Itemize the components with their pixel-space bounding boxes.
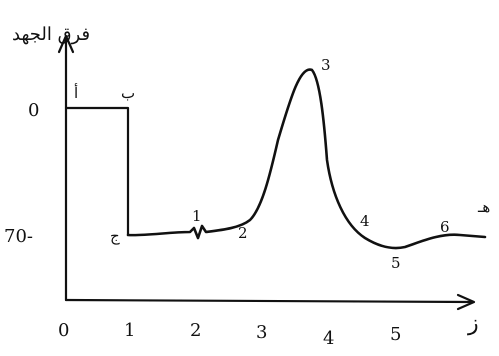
y-axis-arrow (57, 34, 75, 54)
phase-5: 5 (391, 254, 401, 272)
x-tick-3: 3 (256, 322, 267, 343)
x-tick-5: 5 (390, 324, 401, 345)
x-axis-label: ز (467, 311, 479, 336)
phase-3: 3 (321, 56, 331, 74)
phase-2: 2 (238, 224, 248, 242)
x-tick-4: 4 (323, 328, 334, 349)
y-axis-label: فرق الجهد (12, 24, 90, 45)
label-ha: هـ (477, 198, 490, 216)
y-tick-minus-70: 70- (4, 226, 33, 247)
label-alef: أ (74, 83, 78, 102)
x-tick-2: 2 (190, 320, 201, 341)
label-ba: ب (121, 84, 135, 102)
y-tick-0: 0 (28, 100, 39, 121)
phase-6: 6 (440, 218, 450, 236)
x-axis-arrow (456, 293, 476, 311)
phase-4: 4 (360, 212, 370, 230)
x-tick-0: 0 (58, 320, 69, 341)
x-axis (64, 298, 474, 304)
label-jeem: ج (110, 227, 120, 245)
x-tick-1: 1 (124, 320, 135, 341)
stimulus-step (64, 106, 130, 237)
phase-1: 1 (192, 207, 202, 225)
potential-curve (126, 68, 487, 250)
